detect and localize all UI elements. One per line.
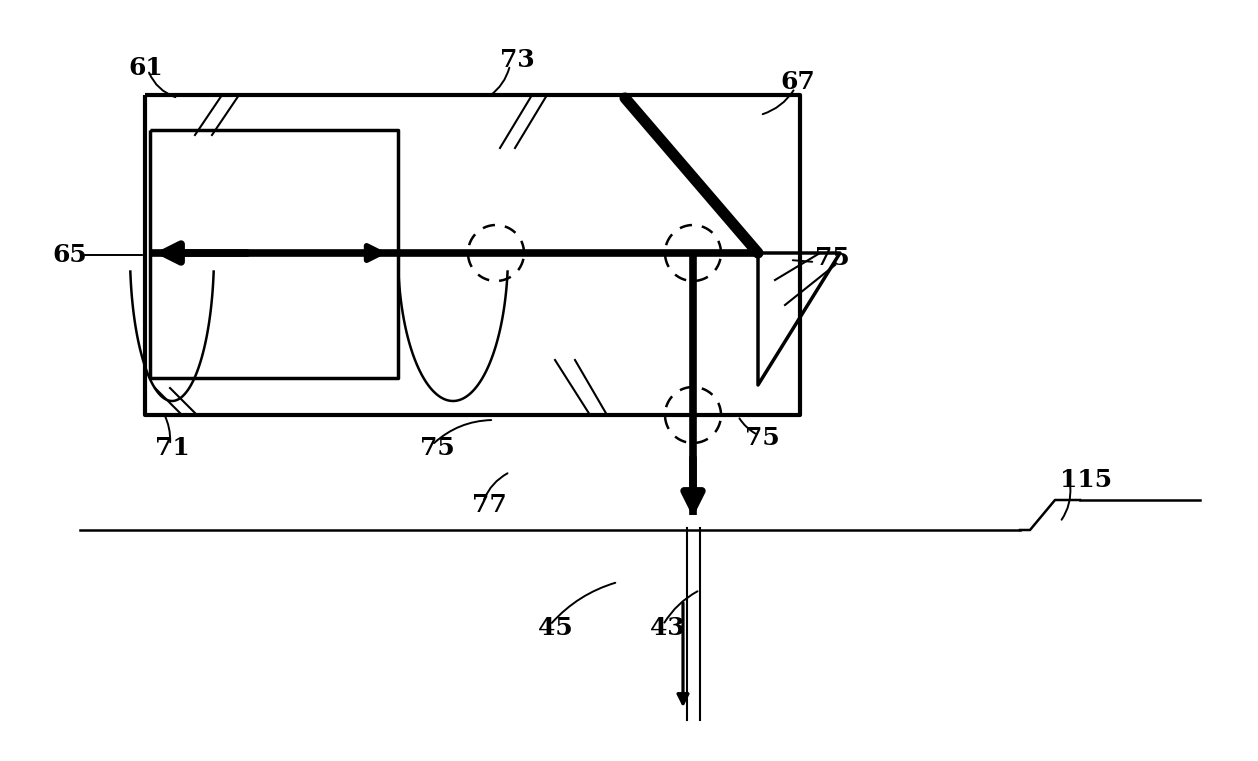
Text: 65: 65 <box>52 243 87 267</box>
Text: 71: 71 <box>155 436 190 460</box>
Text: 61: 61 <box>128 56 162 80</box>
Text: 75: 75 <box>745 426 780 450</box>
Text: 77: 77 <box>472 493 507 517</box>
Text: 75: 75 <box>420 436 454 460</box>
Text: 115: 115 <box>1060 468 1112 492</box>
Text: 73: 73 <box>499 48 535 72</box>
Text: 75: 75 <box>815 246 849 270</box>
Text: 67: 67 <box>780 70 815 94</box>
Text: 43: 43 <box>650 616 684 640</box>
Text: 45: 45 <box>538 616 572 640</box>
